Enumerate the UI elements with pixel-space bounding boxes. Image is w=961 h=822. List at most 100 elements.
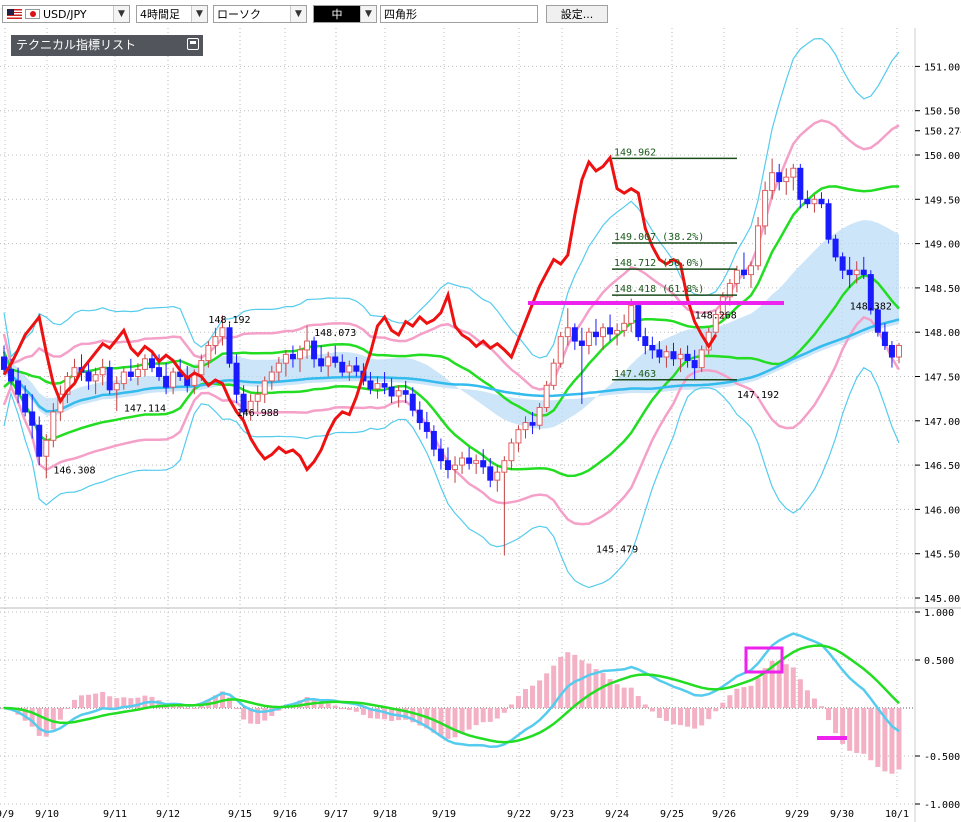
macd-histogram-bar [191,708,197,709]
macd-histogram-bar [642,704,648,708]
price-annotation: 148.073 [314,328,356,339]
bear-candle [148,358,155,369]
macd-histogram-bar [114,698,120,708]
x-tick-label: 9/11 [103,809,127,820]
bear-candle [29,411,36,426]
x-tick-label: 9/12 [156,809,180,820]
bull-candle [275,362,282,373]
y-tick-label: 145.50 [924,550,960,561]
bear-candle [832,238,839,258]
price-annotation: 146.308 [53,466,95,477]
macd-histogram-bar [262,708,268,721]
macd-histogram-bar [325,703,331,708]
bull-candle [628,305,635,324]
bull-candle [219,327,226,338]
bear-candle [825,203,832,240]
macd-histogram-bar [121,697,127,708]
macd-histogram-bar [896,708,902,770]
chevron-down-icon[interactable]: ▼ [290,6,306,22]
bear-candle [36,424,43,457]
bull-candle [120,371,127,385]
bull-candle [50,411,57,441]
bull-candle [698,349,705,369]
chevron-down-icon[interactable]: ▼ [113,6,129,22]
macd-histogram-bar [241,708,247,720]
settings-button[interactable]: 設定... [546,5,608,23]
macd-histogram-bar [769,660,775,708]
timeframe-select[interactable]: 4時間足 ▼ [136,5,208,23]
macd-histogram-bar [71,699,77,708]
macd-histogram-bar [339,708,345,710]
macd-histogram-bar [184,708,190,709]
bear-candle [881,331,888,346]
bear-candle [804,198,811,205]
line-weight-select[interactable]: 中 ▼ [313,5,377,23]
bull-candle [134,368,141,377]
bull-candle [452,464,459,471]
chart-type-select[interactable]: ローソク ▼ [213,5,307,23]
bull-candle [141,358,148,370]
bull-candle [614,329,621,335]
macd-histogram-bar [875,708,881,767]
macd-histogram-bar [656,708,662,718]
y-tick-label: 148.00 [924,328,960,339]
bull-candle [896,344,902,358]
bull-candle [600,327,607,338]
bear-candle [656,349,663,358]
bull-candle [853,269,860,276]
shape-field[interactable]: 四角形 [380,5,538,23]
signal-line [3,644,900,744]
bull-candle [395,390,402,397]
chevron-down-icon[interactable]: ▼ [360,6,376,22]
bull-candle [515,429,522,444]
bear-candle [402,390,409,395]
bull-candle [325,356,332,367]
bear-candle [367,380,374,390]
macd-histogram-bar [861,708,867,754]
x-tick-label: 9/26 [712,809,736,820]
bull-candle [346,365,353,373]
bull-candle [585,331,592,346]
bear-candle [85,371,92,382]
macd-histogram-bar [227,697,233,708]
chart-type-label: ローソク [217,8,261,21]
bull-candle [550,362,557,386]
chevron-down-icon[interactable]: ▼ [191,6,207,22]
bull-candle [494,471,501,481]
macd-histogram-bar [22,708,28,721]
bear-candle [15,380,22,395]
macd-histogram-bar [593,669,599,708]
price-annotation: 146.988 [237,408,279,419]
macd-histogram-bar [50,708,56,730]
macd-histogram-bar [544,673,550,708]
bear-candle [776,172,783,183]
lagging-span [2,154,718,473]
macd-histogram-bar [522,689,528,708]
y-tick-label: 149.50 [924,195,960,206]
bull-candle [212,336,219,346]
y-tick-label: -1.000 [924,800,960,811]
indicator-list-panel[interactable]: テクニカル指標リスト [11,35,203,56]
symbol-select[interactable]: USD/JPY ▼ [2,5,130,23]
macd-histogram-bar [135,697,141,708]
bear-candle [846,269,853,276]
macd-histogram-bar [734,688,740,708]
x-tick-label: 9/15 [228,809,252,820]
macd-histogram-bar [36,708,42,736]
macd-histogram-bar [628,687,634,708]
line-weight-label: 中 [314,6,360,22]
macd-histogram-bar [621,687,627,708]
x-tick-label: 9/19 [432,809,456,820]
macd-histogram-bar [790,667,796,708]
x-tick-label: 10/1 [885,809,909,820]
bull-candle [64,376,71,395]
fibonacci-label: 148.418 (61.8%) [614,284,704,295]
macd-histogram-bar [847,708,853,751]
y-tick-label: 1.000 [924,608,954,619]
bear-candle [642,336,649,346]
bear-candle [888,344,895,358]
bollinger-lower-3 [3,366,900,589]
minimize-icon[interactable] [187,38,199,50]
bull-candle [663,351,670,358]
macd-histogram-bar [530,685,536,708]
